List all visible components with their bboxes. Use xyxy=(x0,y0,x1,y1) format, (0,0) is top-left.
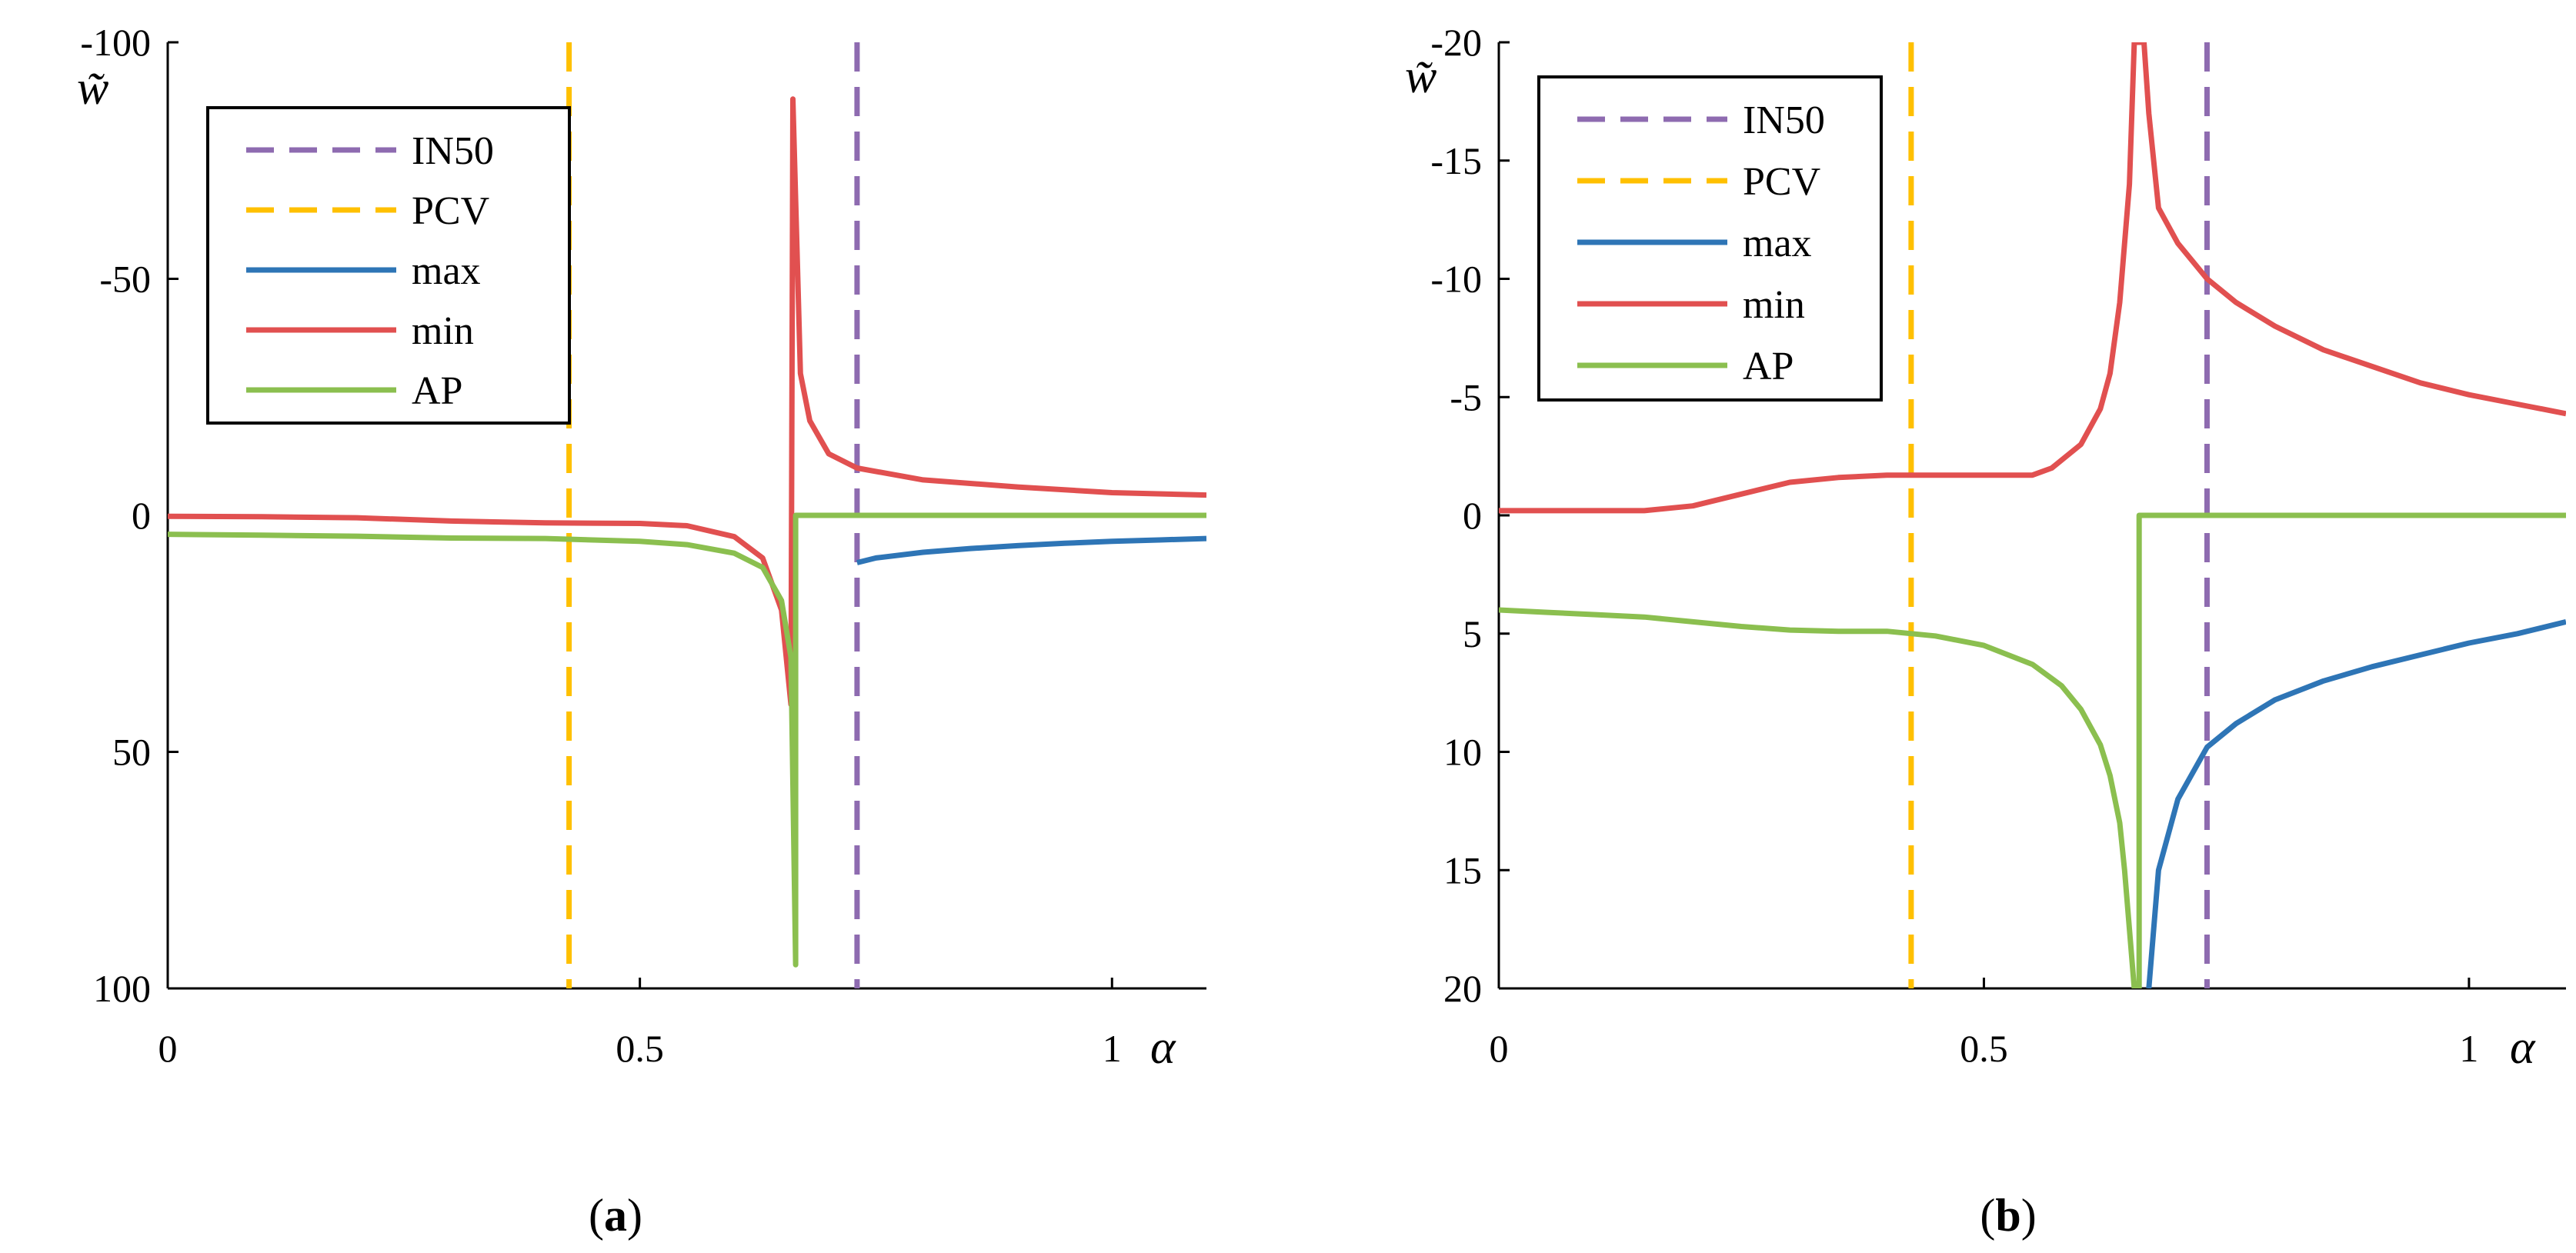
panel-a-legend-label-pcv: PCV xyxy=(412,189,489,233)
panel-a-series-ap xyxy=(168,512,1206,968)
panel-a-y-tick-label: -50 xyxy=(99,258,151,301)
panel-a-caption: (a) xyxy=(589,1190,642,1241)
panel-b-series-group xyxy=(1499,42,2566,988)
panel-b-y-tick-label: 15 xyxy=(1443,848,1482,891)
panel-b-x-tick-label: 1 xyxy=(2459,1027,2478,1070)
panel-a-series-max xyxy=(856,535,1206,565)
panel-a-legend-box xyxy=(206,106,571,425)
panel-a-y-tick-label: -100 xyxy=(80,21,151,64)
panel-a-x-tick-label: 1 xyxy=(1103,1027,1122,1070)
panel-a-series-min xyxy=(168,96,1206,708)
panel-b-y-tick-label: -15 xyxy=(1430,139,1482,182)
panel-a-y-tick-label: 50 xyxy=(112,731,151,774)
panel-b-legend-label-in50: IN50 xyxy=(1743,98,1825,142)
panel-a-y-tick-label: 100 xyxy=(93,967,151,1010)
panel-a-x-axis-label: α xyxy=(1150,1021,1176,1074)
panel-b-legend-label-ap: AP xyxy=(1743,345,1794,388)
panel-a-x-tick-label: 0 xyxy=(158,1027,178,1070)
panel-b-y-tick-label: 0 xyxy=(1463,494,1482,537)
panel-b-x-tick-label: 0 xyxy=(1490,1027,1509,1070)
panel-a-legend-label-in50: IN50 xyxy=(412,129,494,173)
panel-b-caption: (b) xyxy=(1980,1190,2036,1241)
panel-b-y-tick-label: 20 xyxy=(1443,967,1482,1010)
panel-b-y-tick-label: -10 xyxy=(1430,258,1482,301)
panel-a-legend-label-max: max xyxy=(412,249,481,293)
panel-b-y-axis-label: w̃ xyxy=(1405,51,1436,103)
panel-b-y-tick-label: 5 xyxy=(1463,612,1482,655)
panel-b-y-tick-label: 10 xyxy=(1443,731,1482,774)
panel-b-series-max xyxy=(2146,619,2566,988)
panel-a-legend-label-min: min xyxy=(412,309,474,353)
panel-b-series-min xyxy=(1499,42,2566,514)
panel-b-legend-label-max: max xyxy=(1743,222,1812,265)
panel-a-y-axis-label: w̃ xyxy=(77,62,108,115)
panel-a-legend-label-ap: AP xyxy=(412,369,462,413)
panel-b-plot-area xyxy=(1497,41,2566,990)
panel-b-x-axis-label: α xyxy=(2510,1021,2536,1074)
panel-b-x-tick-label: 0.5 xyxy=(1960,1027,2008,1070)
panel-a-y-tick-label: 0 xyxy=(132,494,151,537)
panel-b-series-ap xyxy=(1499,512,2566,988)
panel-a-legend: IN50 PCV max min AP xyxy=(206,106,571,425)
panel-b-y-tick-label: -5 xyxy=(1450,375,1482,418)
panel-b-legend-label-pcv: PCV xyxy=(1743,160,1820,204)
panel-b-legend-label-min: min xyxy=(1743,283,1805,327)
panel-a-x-tick-label: 0.5 xyxy=(616,1027,664,1070)
panel-b-y-tick-label: -20 xyxy=(1430,21,1482,64)
panel-b-legend: IN50 PCV max min AP xyxy=(1537,75,1883,402)
panel-b-legend-box xyxy=(1537,75,1883,402)
